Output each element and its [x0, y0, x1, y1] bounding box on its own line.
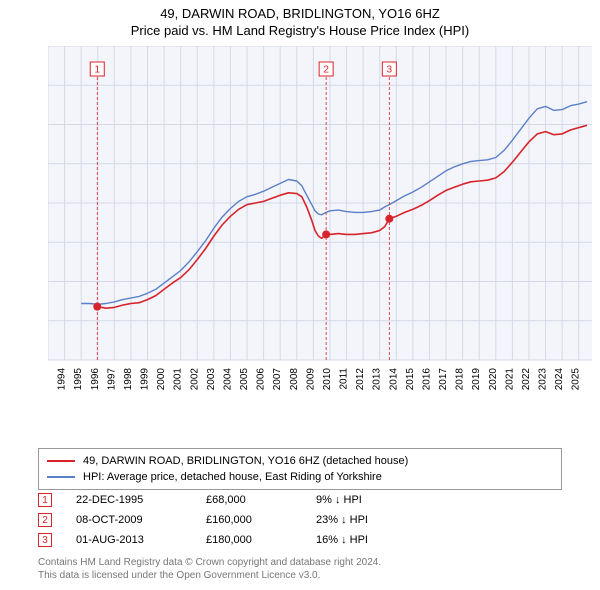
svg-text:2025: 2025	[571, 368, 582, 391]
svg-text:1994: 1994	[57, 368, 68, 391]
event-delta: 9% ↓ HPI	[316, 494, 436, 506]
svg-text:2024: 2024	[554, 368, 565, 391]
title-address: 49, DARWIN ROAD, BRIDLINGTON, YO16 6HZ	[0, 6, 600, 21]
svg-text:2019: 2019	[471, 368, 482, 391]
sale-events: 1 22-DEC-1995£68,0009% ↓ HPI 2 08-OCT-2009£…	[38, 490, 436, 550]
event-number: 3	[38, 533, 52, 547]
event-number: 2	[38, 513, 52, 527]
svg-text:1999: 1999	[140, 368, 151, 391]
event-date: 08-OCT-2009	[76, 514, 206, 526]
svg-text:1997: 1997	[106, 368, 117, 391]
footer-line2: This data is licensed under the Open Gov…	[38, 569, 381, 582]
svg-text:2014: 2014	[388, 368, 399, 391]
title-subtitle: Price paid vs. HM Land Registry's House …	[0, 23, 600, 38]
svg-text:1: 1	[94, 65, 100, 76]
legend-row: HPI: Average price, detached house, East…	[47, 469, 553, 485]
svg-text:2000: 2000	[156, 368, 167, 391]
event-date: 22-DEC-1995	[76, 494, 206, 506]
chart-container: 49, DARWIN ROAD, BRIDLINGTON, YO16 6HZ P…	[0, 0, 600, 590]
event-price: £68,000	[206, 494, 316, 506]
legend-swatch	[47, 460, 75, 462]
svg-text:2: 2	[323, 65, 329, 76]
footer-line1: Contains HM Land Registry data © Crown c…	[38, 556, 381, 569]
svg-text:2020: 2020	[488, 368, 499, 391]
legend-swatch	[47, 476, 75, 478]
footer-attribution: Contains HM Land Registry data © Crown c…	[38, 556, 381, 582]
event-price: £180,000	[206, 534, 316, 546]
svg-text:2002: 2002	[189, 368, 200, 391]
svg-text:2015: 2015	[405, 368, 416, 391]
title-block: 49, DARWIN ROAD, BRIDLINGTON, YO16 6HZ P…	[0, 0, 600, 40]
svg-text:2023: 2023	[538, 368, 549, 391]
svg-text:1996: 1996	[90, 368, 101, 391]
svg-text:2006: 2006	[256, 368, 267, 391]
event-row: 2 08-OCT-2009£160,00023% ↓ HPI	[38, 510, 436, 530]
svg-text:1995: 1995	[73, 368, 84, 391]
event-price: £160,000	[206, 514, 316, 526]
legend-label: HPI: Average price, detached house, East…	[83, 471, 382, 483]
svg-text:2008: 2008	[289, 368, 300, 391]
svg-text:2010: 2010	[322, 368, 333, 391]
svg-text:2016: 2016	[421, 368, 432, 391]
event-number: 1	[38, 493, 52, 507]
svg-text:2007: 2007	[272, 368, 283, 391]
svg-text:2003: 2003	[206, 368, 217, 391]
event-row: 3 01-AUG-2013£180,00016% ↓ HPI	[38, 530, 436, 550]
svg-text:2004: 2004	[222, 368, 233, 391]
svg-text:2012: 2012	[355, 368, 366, 391]
svg-text:2001: 2001	[173, 368, 184, 391]
legend-label: 49, DARWIN ROAD, BRIDLINGTON, YO16 6HZ (…	[83, 455, 408, 467]
legend-row: 49, DARWIN ROAD, BRIDLINGTON, YO16 6HZ (…	[47, 453, 553, 469]
event-delta: 16% ↓ HPI	[316, 534, 436, 546]
svg-text:2011: 2011	[339, 368, 350, 390]
event-delta: 23% ↓ HPI	[316, 514, 436, 526]
svg-text:2017: 2017	[438, 368, 449, 391]
event-row: 1 22-DEC-1995£68,0009% ↓ HPI	[38, 490, 436, 510]
svg-text:3: 3	[387, 65, 393, 76]
svg-text:2005: 2005	[239, 368, 250, 391]
price-chart: £0£50K£100K£150K£200K£250K£300K£350K£400…	[48, 46, 592, 400]
svg-text:2018: 2018	[455, 368, 466, 391]
svg-text:2022: 2022	[521, 368, 532, 391]
event-date: 01-AUG-2013	[76, 534, 206, 546]
svg-text:2013: 2013	[372, 368, 383, 391]
svg-text:1993: 1993	[48, 368, 51, 391]
svg-text:2021: 2021	[504, 368, 515, 391]
svg-text:2009: 2009	[305, 368, 316, 391]
svg-text:1998: 1998	[123, 368, 134, 391]
legend: 49, DARWIN ROAD, BRIDLINGTON, YO16 6HZ (…	[38, 448, 562, 490]
